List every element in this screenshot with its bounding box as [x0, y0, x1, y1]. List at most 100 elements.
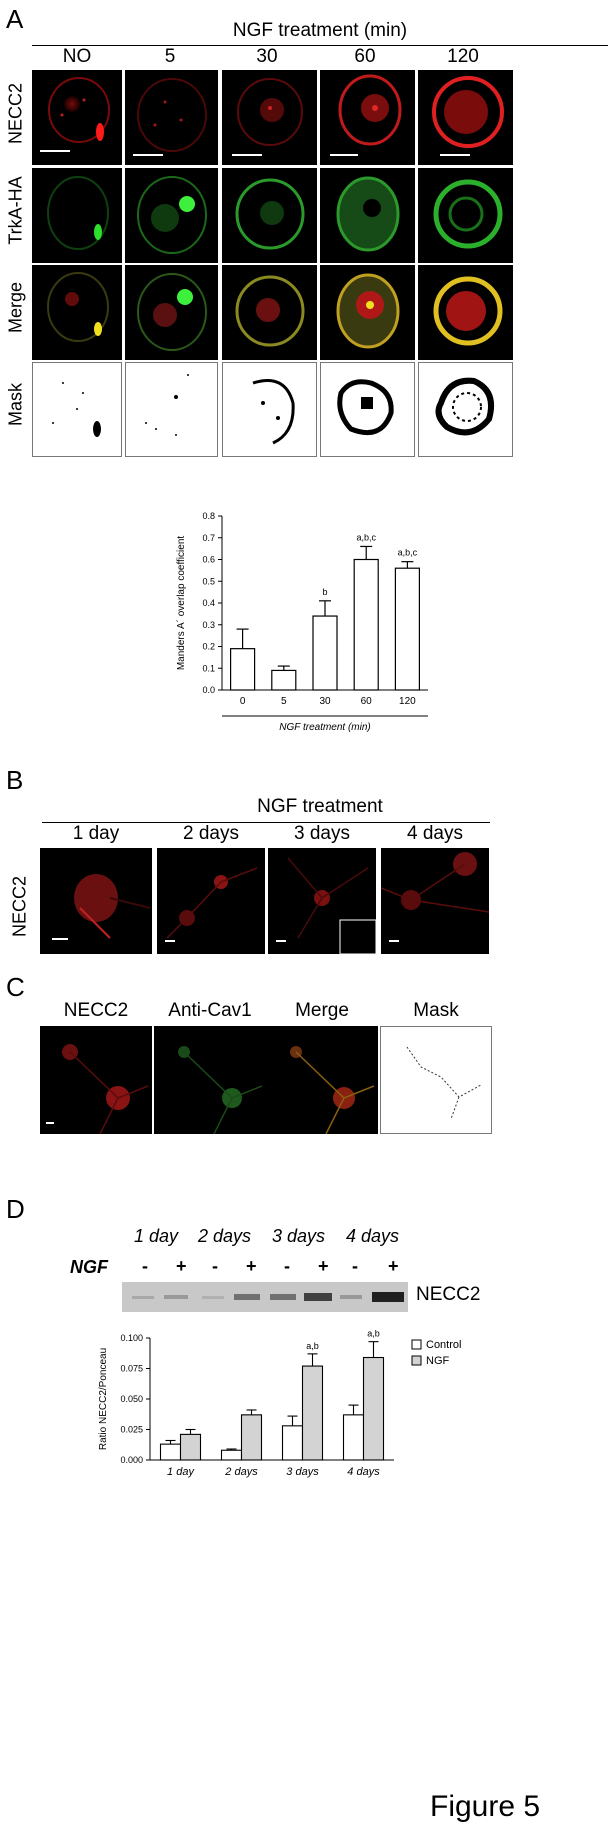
- panel-c-merge-tile: [266, 1026, 378, 1134]
- mask-image: [52, 382, 101, 437]
- cell-image: [166, 867, 258, 939]
- panel-c-col-label: Anti-Cav1: [168, 1000, 252, 1021]
- panel-a-necc2-tile: [320, 70, 415, 165]
- necc2-ratio-chart: 0.000 0.025 0.050 0.075 0.100 1 day 2 days a,b 3…: [98, 1329, 461, 1478]
- panel-a-merge-tile: [32, 265, 122, 360]
- lane-sign: +: [388, 1256, 399, 1276]
- panel-b-tile: [157, 848, 265, 954]
- bar-control: [281, 1425, 304, 1461]
- panel-a-mask-tile: [320, 362, 415, 457]
- y-tick-label: 0.2: [202, 642, 215, 652]
- scale-bar: [52, 938, 68, 940]
- y-tick-label: 0.050: [120, 1394, 143, 1404]
- blot-day-label: 1 day: [134, 1226, 179, 1246]
- y-tick-label: 0.7: [202, 533, 215, 543]
- panel-a-necc2-tile: [125, 70, 218, 165]
- blot-bands: [132, 1292, 404, 1302]
- cell-image: [47, 272, 109, 342]
- x-tick-label: 1 day: [167, 1466, 195, 1478]
- panel-b-header-rule: [42, 822, 490, 823]
- panel-a-letter: A: [6, 4, 24, 34]
- cell-image: [237, 78, 303, 146]
- panel-a-necc2-tile: [32, 70, 122, 165]
- manders-coefficient-chart: 0.0 0.1 0.2 0.3 0.4 0.5 0.6 0.7 0.8 0 5 30 b 60 a,b,c 1…: [175, 511, 428, 733]
- blot-day-label: 3 days: [272, 1226, 326, 1246]
- panel-a-necc2-tile: [418, 70, 513, 165]
- cell-image: [48, 77, 110, 143]
- cell-image: [74, 874, 151, 939]
- significance-label: a,b: [367, 1329, 380, 1339]
- scale-bar: [330, 154, 358, 156]
- panel-a-col-label: 60: [354, 46, 376, 67]
- x-tick-label: 4 days: [347, 1466, 380, 1478]
- x-tick-label: 3 days: [286, 1466, 319, 1478]
- mask-image: [435, 377, 495, 436]
- legend-label: NGF: [426, 1355, 450, 1367]
- cell-image: [235, 178, 305, 250]
- lane-sign: +: [318, 1256, 329, 1276]
- scale-bar: [46, 1122, 54, 1124]
- panel-b-header: NGF treatment: [257, 796, 383, 817]
- panel-c-col-label: Merge: [295, 1000, 349, 1021]
- y-tick-label: 0.025: [120, 1425, 143, 1435]
- scale-bar: [389, 940, 399, 942]
- panel-a-trka-tile: [32, 168, 122, 263]
- panel-a-col-label: 5: [164, 46, 176, 67]
- panel-a-merge-tile: [418, 265, 513, 360]
- cell-image: [336, 176, 400, 252]
- blot-day-label: 2 days: [198, 1226, 252, 1246]
- y-tick-label: 0.1: [202, 663, 215, 673]
- y-axis-label: Ratio NECC2/Ponceau: [98, 1348, 109, 1450]
- panel-c-col-label: NECC2: [63, 1000, 129, 1021]
- panel-a-merge-tile: [125, 265, 218, 360]
- panel-c-letter: C: [6, 972, 25, 1002]
- panel-a-col-label: 120: [447, 46, 479, 67]
- bar: [312, 615, 338, 691]
- bar-control: [159, 1443, 182, 1461]
- panel-c-cav1-tile: [154, 1026, 266, 1134]
- panel-b-col-label: 1 day: [72, 823, 120, 844]
- panel-a-trka-tile: [418, 168, 513, 263]
- lane-sign: -: [352, 1256, 358, 1276]
- y-tick-label: 0.000: [120, 1455, 143, 1465]
- lane-sign: -: [142, 1256, 148, 1276]
- panel-a-trka-tile: [222, 168, 317, 263]
- y-tick-label: 0.4: [202, 598, 215, 608]
- bar-ngf: [362, 1356, 385, 1461]
- bar-ngf: [301, 1365, 324, 1461]
- panel-b-tile: [381, 848, 489, 954]
- lane-sign: -: [212, 1256, 218, 1276]
- y-tick-label: 0.0: [202, 685, 215, 695]
- panel-a-trka-tile: [125, 168, 218, 263]
- panel-a-col-label: 30: [256, 46, 278, 67]
- scale-bar: [440, 154, 470, 156]
- panel-b-tile: [40, 848, 152, 954]
- panel-a-header: NGF treatment (min): [232, 20, 408, 41]
- blot-protein-label: NECC2: [416, 1284, 481, 1305]
- y-tick-label: 0.8: [202, 511, 215, 521]
- bar: [229, 648, 256, 691]
- scale-bar: [40, 150, 70, 152]
- scale-bar: [276, 940, 286, 942]
- panel-a-header-rule: [32, 45, 608, 46]
- mask-image: [145, 374, 189, 436]
- significance-label: a,b,c: [398, 548, 418, 558]
- cell-image: [137, 78, 207, 152]
- cell-image: [381, 852, 489, 913]
- panel-a-mask-tile: [222, 362, 317, 457]
- y-tick-label: 0.3: [202, 620, 215, 630]
- panel-a-row-label: Mask: [5, 383, 26, 427]
- lane-sign: -: [284, 1256, 290, 1276]
- lane-sign: +: [176, 1256, 187, 1276]
- y-tick-label: 0.5: [202, 576, 215, 586]
- panel-c-necc2-tile: [40, 1026, 152, 1134]
- legend-label: Control: [426, 1339, 461, 1351]
- bar-control: [220, 1449, 243, 1461]
- panel-c-col-label: Mask: [413, 1000, 459, 1021]
- cell-image: [290, 1046, 375, 1134]
- blot-day-label: 4 days: [346, 1226, 400, 1246]
- panel-a-merge-tile: [320, 265, 415, 360]
- cell-image: [336, 273, 400, 349]
- x-axis-label: NGF treatment (min): [279, 722, 371, 733]
- panel-b-row-label: NECC2: [9, 876, 30, 938]
